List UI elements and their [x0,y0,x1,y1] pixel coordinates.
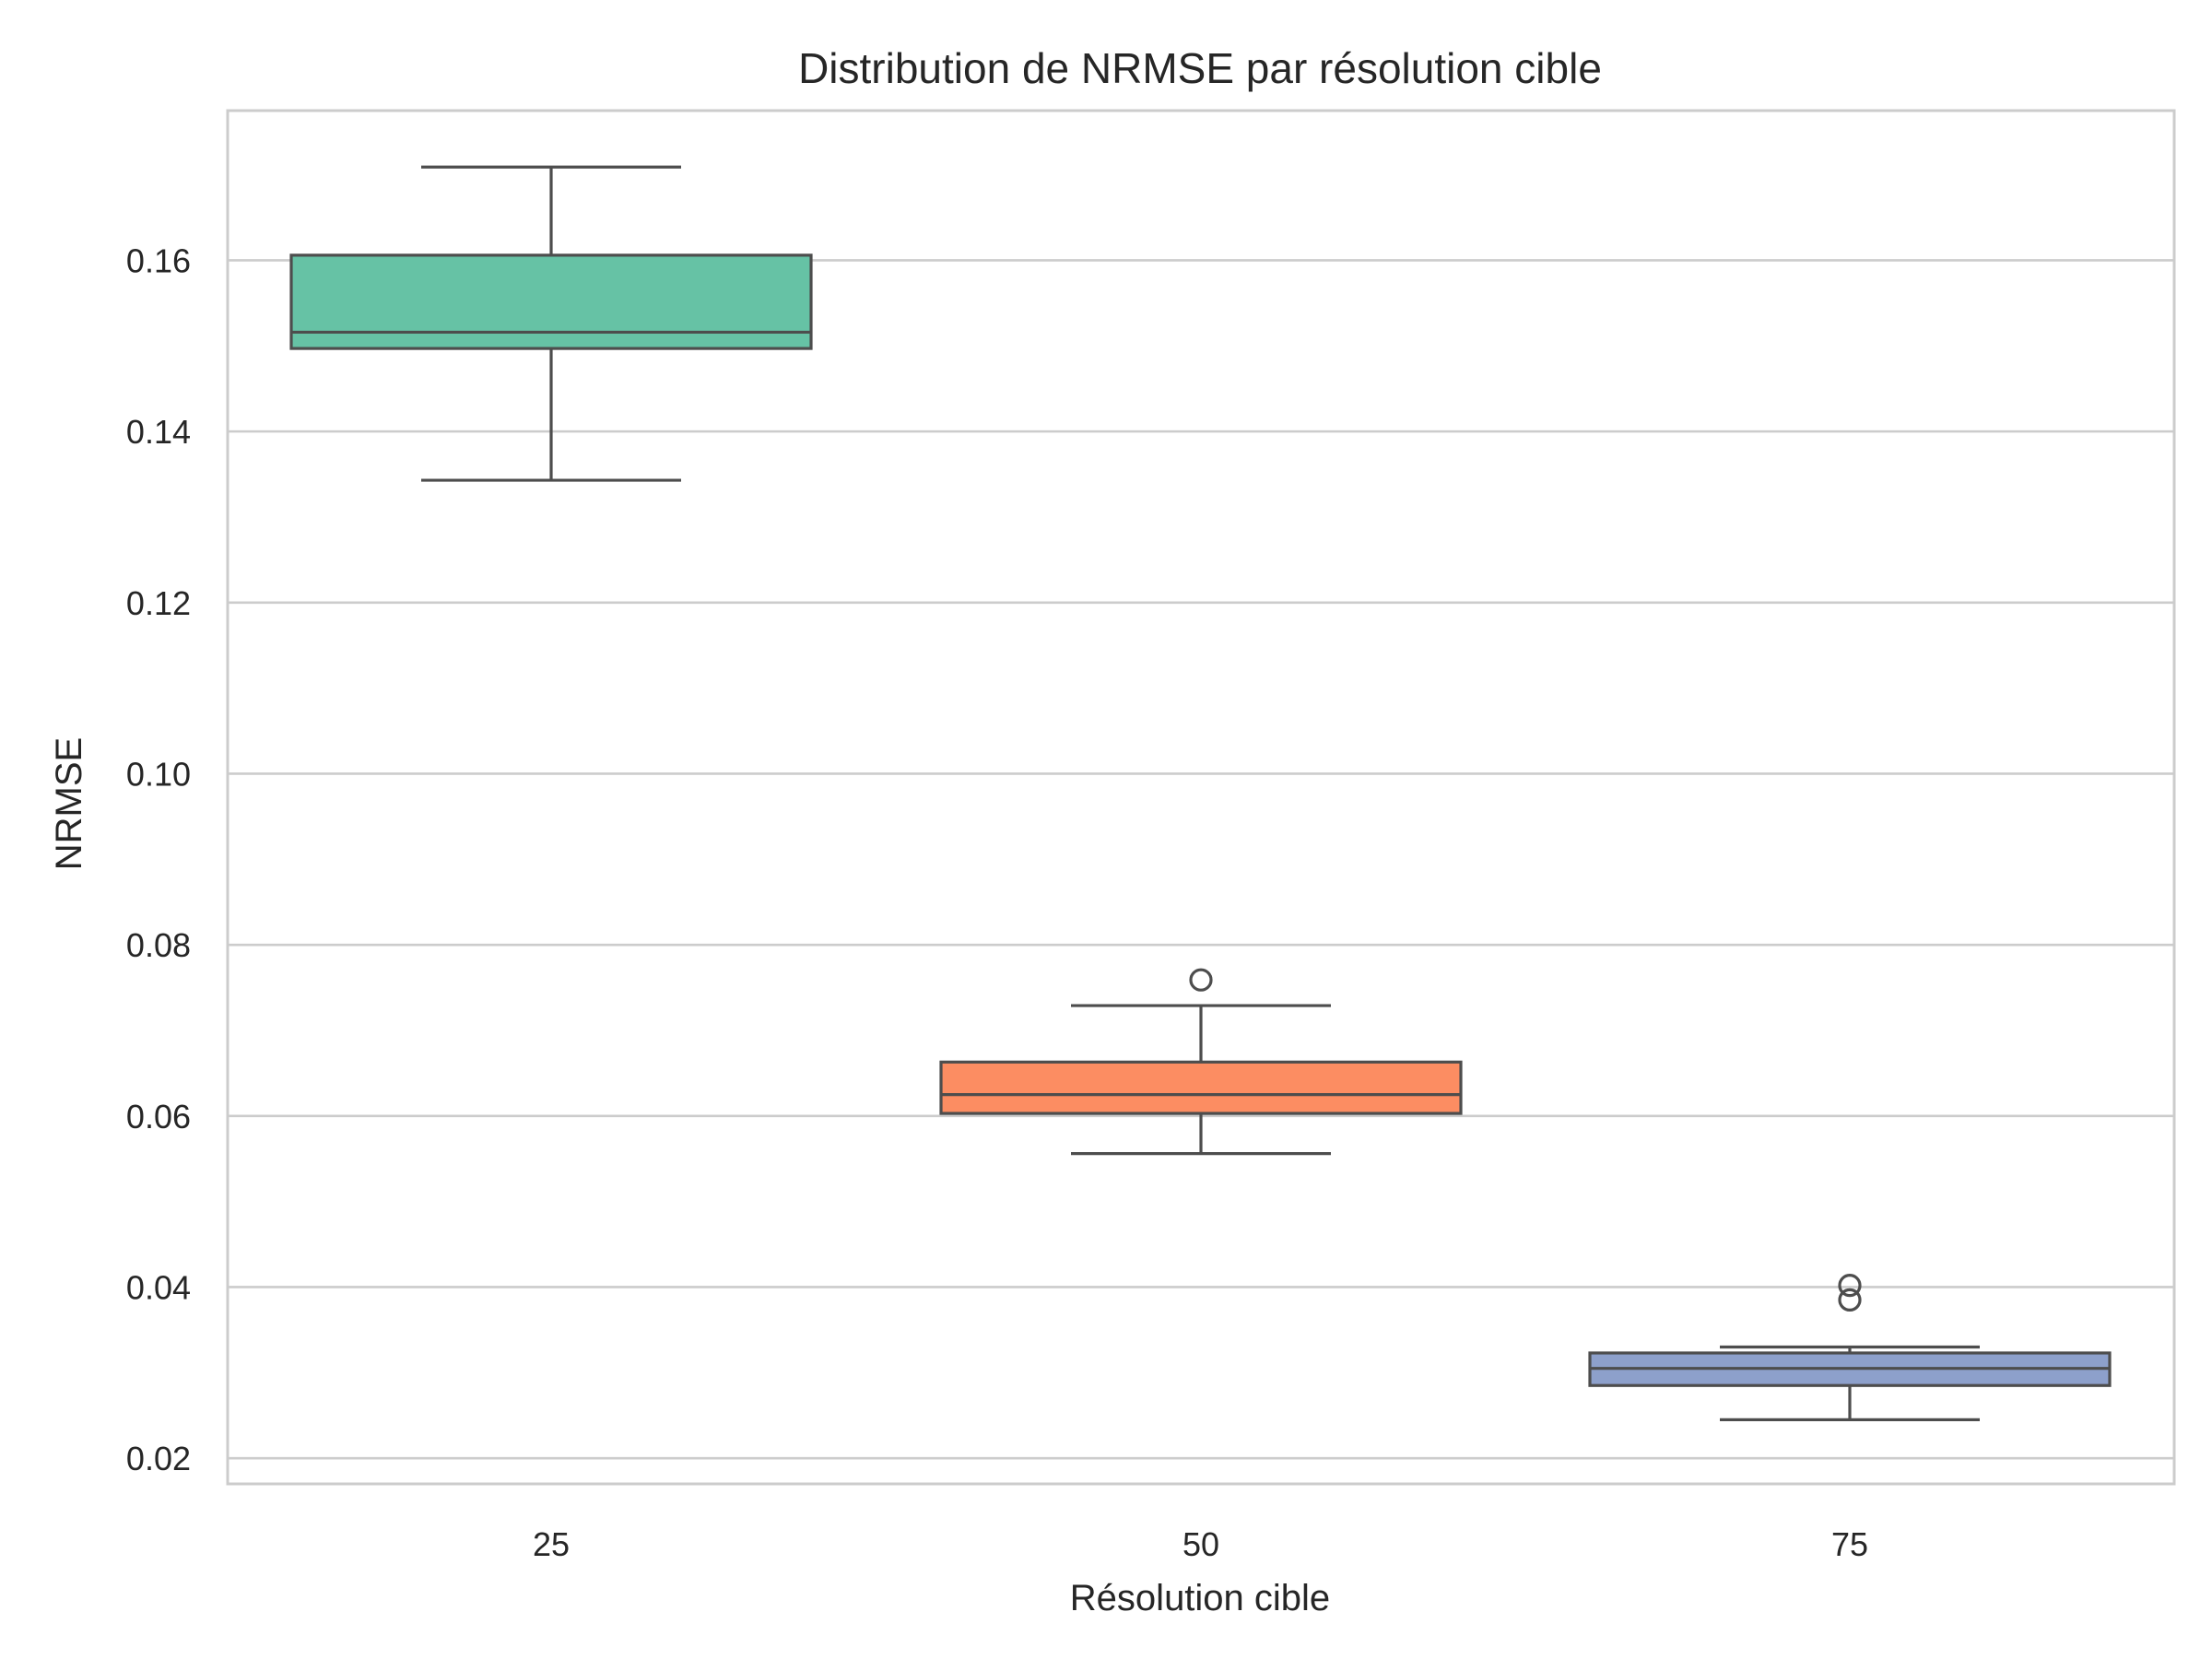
outlier-point [1838,1288,1862,1312]
y-axis-label: NRMSE [49,737,89,870]
outlier-point [1838,1274,1862,1298]
iqr-box [289,253,813,350]
y-tick-label: 0.14 [126,413,191,451]
box-group-25 [289,165,813,482]
grid-layer [228,259,2174,1460]
y-tick-label: 0.08 [126,926,191,964]
y-tick-label: 0.06 [126,1098,191,1135]
iqr-box [939,1060,1463,1115]
y-tick-label: 0.16 [126,241,191,279]
x-tick-label: 50 [1182,1525,1219,1563]
box-group-75 [1588,1274,2112,1421]
x-tick-label: 75 [1831,1525,1868,1563]
plot-frame [226,109,2176,1486]
chart-title: Distribution de NRMSE par résolution cib… [798,44,1602,92]
y-tick-label: 0.02 [126,1440,191,1477]
y-tick-layer: 0.02 0.04 0.06 0.08 0.10 0.12 0.14 0.16 [126,241,191,1477]
y-tick-label: 0.04 [126,1268,191,1306]
y-tick-label: 0.10 [126,755,191,793]
box-layer [289,165,2112,1421]
x-axis-label: Résolution cible [1070,1578,1330,1618]
x-tick-layer: 25 50 75 [533,1525,1868,1563]
y-tick-label: 0.12 [126,584,191,622]
box-group-50 [939,968,1463,1156]
outlier-point [1189,968,1213,992]
x-tick-label: 25 [533,1525,570,1563]
